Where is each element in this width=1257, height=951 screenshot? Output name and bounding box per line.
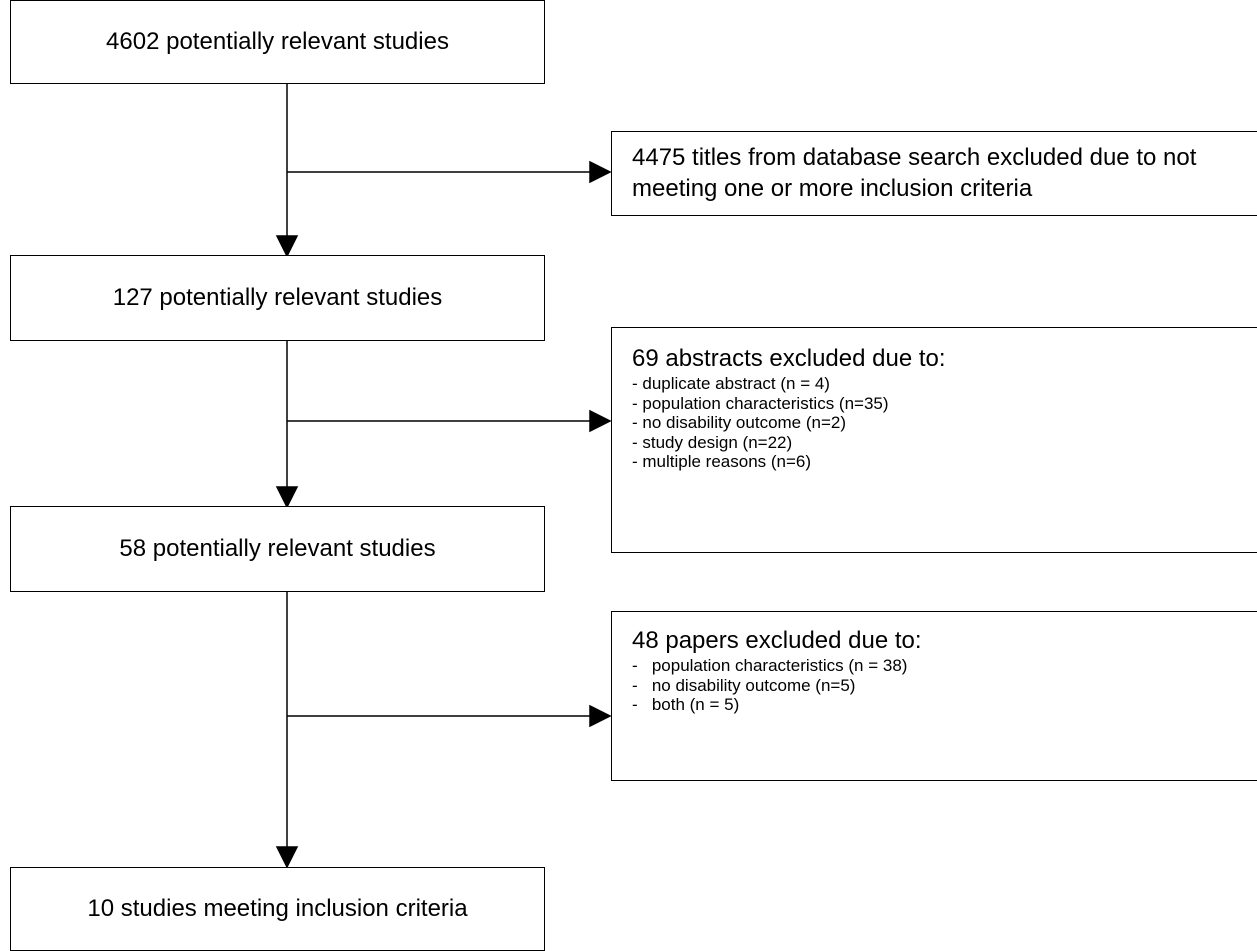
exclusion-box-papers-title: 48 papers excluded due to: [632,627,922,654]
exclusion-box-titles-label: 4475 titles from database search exclude… [632,144,1197,202]
arrowhead-down-2 [275,486,299,509]
exclusion-reason: - no disability outcome (n=5) [632,675,856,695]
arrowhead-right-3 [589,704,612,728]
paper-exclusion-reasons: - population characteristics (n = 38) - … [632,656,1250,715]
exclusion-reason: - both (n = 5) [632,695,740,714]
flow-box-identified-label: 4602 potentially relevant studies [106,27,449,55]
arrowhead-down-3 [275,846,299,869]
exclusion-reason: - no disability outcome (n=2) [632,413,847,432]
exclusion-reason: - multiple reasons (n=6) [632,452,812,471]
abstract-exclusion-reasons: - duplicate abstract (n = 4) - populatio… [632,374,1250,472]
flow-box-identified: 4602 potentially relevant studies [10,0,545,84]
arrowhead-right-1 [589,160,612,184]
arrowhead-right-2 [589,409,612,433]
flow-box-after-abstract-screen: 58 potentially relevant studies [10,506,545,592]
exclusion-reason: - study design (n=22) [632,432,793,452]
flow-box-after-title-screen: 127 potentially relevant studies [10,255,545,341]
exclusion-reason: - duplicate abstract (n = 4) [632,374,830,393]
exclusion-box-abstracts-title: 69 abstracts excluded due to: [632,345,946,372]
flow-box-after-title-screen-label: 127 potentially relevant studies [112,283,443,311]
flow-box-included-label: 10 studies meeting inclusion criteria [87,894,468,922]
exclusion-box-titles: 4475 titles from database search exclude… [611,131,1257,216]
exclusion-reason: - population characteristics (n = 38) [632,656,908,675]
exclusion-box-papers: 48 papers excluded due to: - population … [611,611,1257,781]
exclusion-reason: - population characteristics (n=35) [632,393,889,413]
arrowhead-down-1 [275,235,299,258]
flow-box-after-abstract-screen-label: 58 potentially relevant studies [119,534,436,562]
exclusion-box-abstracts: 69 abstracts excluded due to: - duplicat… [611,327,1257,553]
flow-box-included: 10 studies meeting inclusion criteria [10,867,545,951]
